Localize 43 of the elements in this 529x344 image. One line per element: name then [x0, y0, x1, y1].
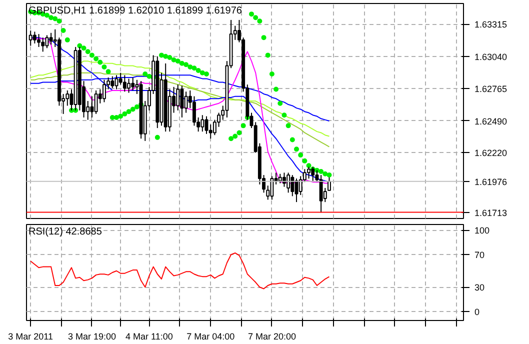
candlestick — [270, 176, 274, 200]
candlestick — [278, 173, 282, 184]
candlestick — [200, 114, 204, 132]
candlestick — [184, 91, 188, 114]
candlestick — [37, 34, 40, 48]
y-tick-label: 1.62765 — [474, 84, 508, 94]
candlestick — [176, 84, 180, 111]
x-tick-label: 7 Mar 20:00 — [248, 332, 296, 342]
candlestick — [192, 96, 196, 126]
candlestick — [286, 172, 290, 194]
x-tick-label: 7 Mar 04:00 — [186, 332, 235, 342]
candlestick — [28, 30, 32, 46]
candlestick — [45, 34, 49, 49]
y-tick-label: 70 — [474, 250, 485, 260]
candlestick — [180, 85, 184, 118]
y-tick-label: 1.63040 — [474, 52, 508, 62]
candlestick — [122, 74, 126, 92]
x-tick-label: 4 Mar 11:00 — [126, 332, 173, 342]
candlestick — [49, 32, 53, 46]
x-tick-label: 3 Mar 19:00 — [68, 332, 116, 342]
candlestick — [290, 174, 294, 197]
candlestick — [94, 90, 98, 114]
y-tick-label: 1.63315 — [474, 20, 508, 30]
candlestick — [127, 78, 130, 94]
candlestick — [90, 96, 94, 118]
y-tick-label: 1.62490 — [474, 116, 508, 126]
candlestick — [32, 31, 36, 44]
ref-line-label: 1.61713 — [474, 208, 508, 218]
x-tick-label: 3 Mar 2011 — [8, 332, 54, 342]
candlestick — [282, 172, 286, 188]
candlestick — [319, 174, 323, 214]
chart-title: RSI(12) 42.8685 — [28, 226, 102, 238]
y-tick-label: 30 — [474, 282, 485, 293]
y-tick-label: 1.62220 — [474, 148, 508, 158]
line-series — [30, 252, 330, 290]
candlestick — [114, 74, 118, 90]
candlestick — [41, 37, 45, 52]
ref-line-label: 1.61976 — [474, 176, 508, 187]
y-tick-label: 0 — [474, 307, 480, 318]
candlestick — [110, 76, 114, 89]
candlestick — [102, 79, 106, 103]
y-tick-label: 100 — [474, 226, 490, 236]
candlestick — [131, 77, 135, 91]
